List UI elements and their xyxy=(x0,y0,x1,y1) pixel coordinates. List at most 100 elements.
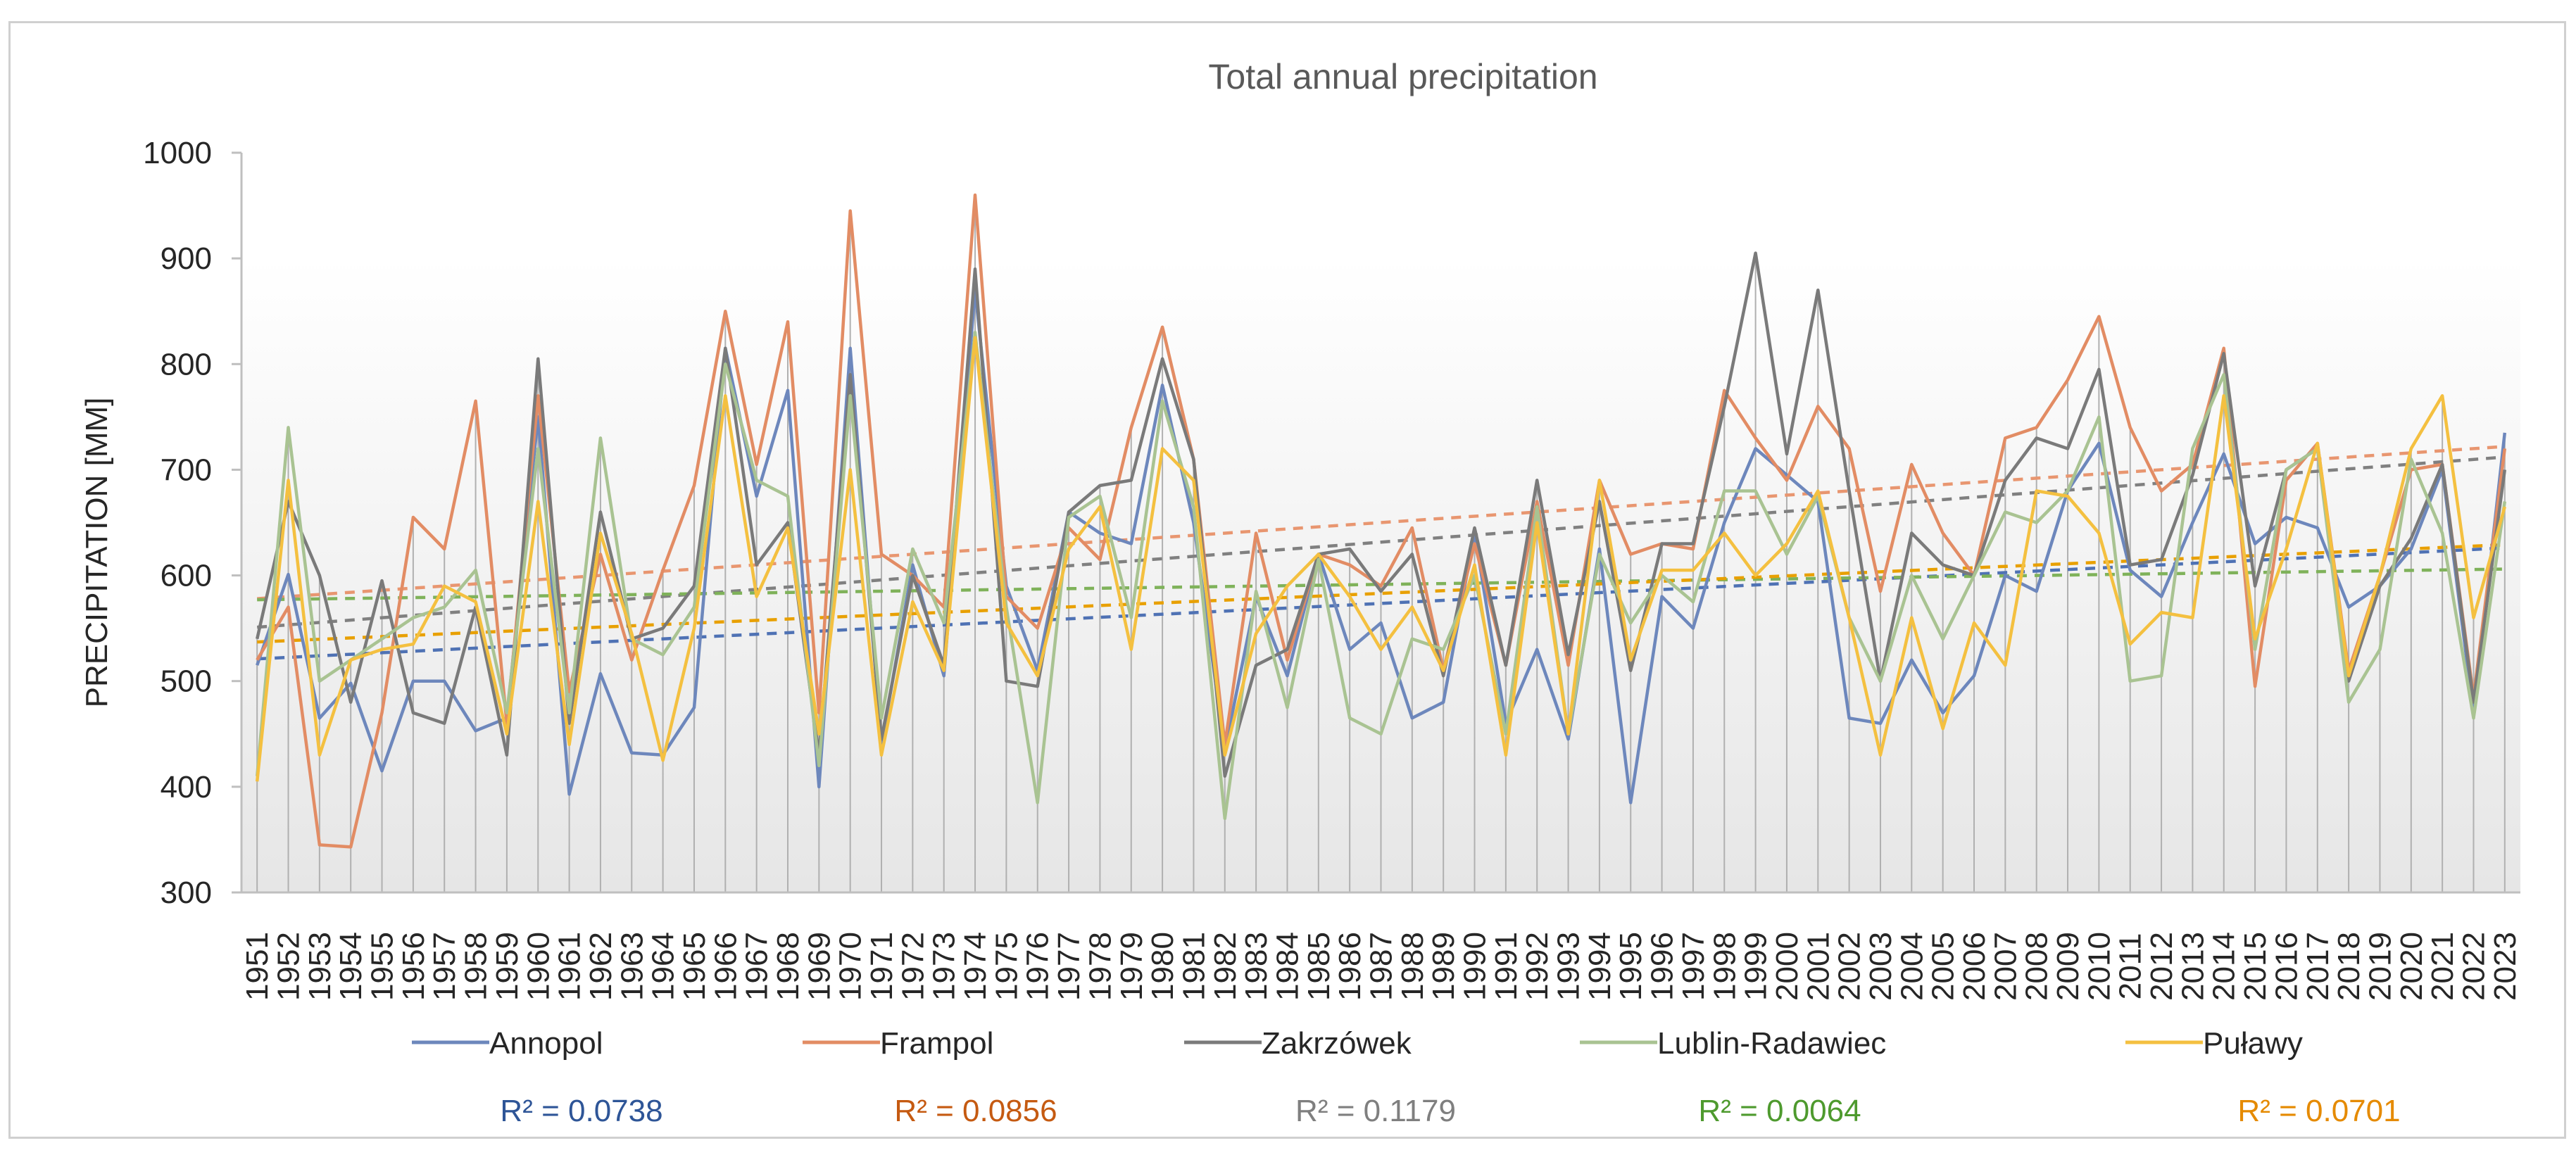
x-tick-label-2022: 2022 xyxy=(2456,932,2491,1001)
x-tick-label-2013: 2013 xyxy=(2175,932,2210,1001)
x-tick-label-2016: 2016 xyxy=(2269,932,2304,1001)
x-tick-label-1987: 1987 xyxy=(1364,932,1399,1001)
x-tick-label-1955: 1955 xyxy=(365,932,400,1001)
x-tick-label-2005: 2005 xyxy=(1926,932,1961,1001)
x-tick-label-2011: 2011 xyxy=(2113,933,2148,1000)
x-tick-label-1957: 1957 xyxy=(427,932,462,1001)
x-tick-label-1997: 1997 xyxy=(1676,932,1711,1001)
x-tick-label-1956: 1956 xyxy=(396,932,431,1001)
x-tick-label-1983: 1983 xyxy=(1239,932,1274,1001)
x-tick-label-2012: 2012 xyxy=(2144,932,2179,1001)
x-tick-label-1996: 1996 xyxy=(1645,932,1680,1001)
x-tick-label-1965: 1965 xyxy=(677,932,712,1001)
x-tick-label-1979: 1979 xyxy=(1114,932,1149,1001)
x-tick-label-1953: 1953 xyxy=(303,932,337,1001)
x-tick-label-2006: 2006 xyxy=(1957,932,1992,1001)
x-tick-label-2017: 2017 xyxy=(2301,932,2335,1001)
r-squared-labels: R² = 0.0738 R² = 0.0856 R² = 0.1179 R² = 0.… xyxy=(500,1094,2400,1128)
legend-label-annopol: Annopol xyxy=(489,1026,603,1061)
x-tick-label-1988: 1988 xyxy=(1395,932,1430,1001)
x-tick-label-2018: 2018 xyxy=(2332,932,2366,1001)
y-tick-label-300: 300 xyxy=(161,876,212,910)
x-tick-label-1958: 1958 xyxy=(459,932,494,1001)
x-tick-label-1964: 1964 xyxy=(646,932,681,1001)
axes xyxy=(240,153,2520,894)
legend: Annopol Frampol Zakrzówek Lublin-Radawiec Pu… xyxy=(412,1026,2303,1061)
y-tick-label-800: 800 xyxy=(161,347,212,381)
legend-label-zakrzówek: Zakrzówek xyxy=(1262,1026,1412,1061)
x-tick-labels: 1951195219531954195519561957195819591960… xyxy=(240,932,2522,1001)
x-tick-label-1977: 1977 xyxy=(1052,932,1086,1001)
x-tick-label-2007: 2007 xyxy=(1988,932,2023,1001)
x-tick-label-2003: 2003 xyxy=(1864,932,1898,1001)
x-tick-label-1985: 1985 xyxy=(1302,932,1336,1001)
y-tick-label-700: 700 xyxy=(161,453,212,487)
x-tick-label-1981: 1981 xyxy=(1176,932,1211,1001)
x-tick-label-1967: 1967 xyxy=(740,932,774,1001)
x-tick-label-1951: 1951 xyxy=(240,932,275,1001)
x-tick-label-2004: 2004 xyxy=(1895,932,1929,1001)
x-tick-label-2001: 2001 xyxy=(1801,932,1835,1001)
x-tick-label-1991: 1991 xyxy=(1489,932,1523,1001)
r-squared-annopol: R² = 0.0738 xyxy=(500,1094,662,1128)
x-tick-label-1982: 1982 xyxy=(1208,932,1243,1001)
series-line-puławy xyxy=(255,336,2506,782)
legend-label-frampol: Frampol xyxy=(880,1026,993,1061)
x-tick-label-1993: 1993 xyxy=(1552,932,1586,1001)
chart-title: Total annual precipitation xyxy=(1208,57,1597,96)
series-lines xyxy=(255,193,2507,849)
x-tick-label-1960: 1960 xyxy=(521,932,555,1001)
x-tick-label-2000: 2000 xyxy=(1770,932,1804,1001)
x-tick-label-2023: 2023 xyxy=(2488,932,2522,1001)
x-tick-label-2008: 2008 xyxy=(2020,932,2054,1001)
x-tick-label-1994: 1994 xyxy=(1583,932,1617,1001)
r-squared-puławy: R² = 0.0701 xyxy=(2237,1094,2400,1128)
x-tick-label-1966: 1966 xyxy=(708,932,743,1001)
x-tick-label-1984: 1984 xyxy=(1270,932,1305,1001)
x-tick-label-1998: 1998 xyxy=(1707,932,1742,1001)
r-squared-frampol: R² = 0.0856 xyxy=(894,1094,1057,1128)
trendline-lublin-radawiec xyxy=(257,567,2505,602)
y-tick-label-500: 500 xyxy=(161,664,212,699)
x-tick-label-1999: 1999 xyxy=(1739,932,1773,1001)
x-tick-label-1963: 1963 xyxy=(615,932,649,1001)
x-tick-label-1972: 1972 xyxy=(896,932,930,1001)
trendline-zakrzówek xyxy=(257,455,2505,629)
x-tick-label-1954: 1954 xyxy=(334,932,368,1001)
series-line-annopol xyxy=(256,288,2507,804)
trendline-frampol xyxy=(257,445,2505,600)
x-tick-label-2010: 2010 xyxy=(2082,932,2116,1001)
x-tick-label-1973: 1973 xyxy=(927,932,962,1001)
y-tick-label-400: 400 xyxy=(161,770,212,804)
y-tick-labels: 300 400 500 600 700 800 900 1000 xyxy=(143,136,241,910)
x-tick-label-1975: 1975 xyxy=(989,932,1024,1001)
series-line-frampol xyxy=(256,193,2507,849)
x-tick-label-1968: 1968 xyxy=(771,932,805,1001)
x-tick-label-1974: 1974 xyxy=(958,932,993,1001)
x-tick-label-2002: 2002 xyxy=(1833,932,1867,1001)
x-tick-label-2020: 2020 xyxy=(2394,932,2429,1001)
r-squared-zakrzówek: R² = 0.1179 xyxy=(1295,1094,1456,1128)
x-tick-label-2021: 2021 xyxy=(2425,932,2460,1001)
x-tick-label-1959: 1959 xyxy=(490,932,524,1001)
x-tick-label-1980: 1980 xyxy=(1145,932,1180,1001)
legend-label-puławy: Puławy xyxy=(2203,1026,2303,1061)
x-tick-label-1952: 1952 xyxy=(272,932,306,1001)
legend-label-lublin-radawiec: Lublin-Radawiec xyxy=(1657,1026,1886,1061)
x-tick-label-1970: 1970 xyxy=(834,932,868,1001)
y-tick-label-900: 900 xyxy=(161,241,212,276)
y-tick-label-1000: 1000 xyxy=(143,136,212,170)
y-axis-label: PRECIPITATION [MM] xyxy=(80,398,114,708)
x-tick-label-1995: 1995 xyxy=(1614,932,1648,1001)
x-tick-label-1989: 1989 xyxy=(1426,932,1461,1001)
x-tick-label-2015: 2015 xyxy=(2238,932,2273,1001)
r-squared-lublin-radawiec: R² = 0.0064 xyxy=(1698,1094,1861,1128)
x-tick-label-1986: 1986 xyxy=(1333,932,1367,1001)
x-tick-label-1969: 1969 xyxy=(802,932,836,1001)
x-tick-label-1976: 1976 xyxy=(1021,932,1055,1001)
x-tick-label-1992: 1992 xyxy=(1520,932,1554,1001)
x-tick-label-1990: 1990 xyxy=(1458,932,1493,1001)
x-tick-label-1971: 1971 xyxy=(865,932,899,1001)
x-tick-label-2009: 2009 xyxy=(2051,932,2085,1001)
